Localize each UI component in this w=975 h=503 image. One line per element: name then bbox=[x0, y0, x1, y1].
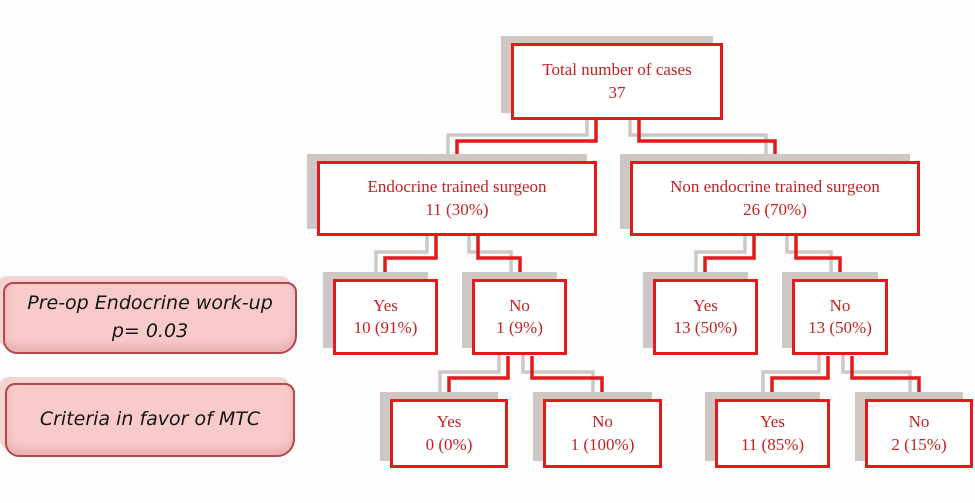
node-endocrine-surgeon: Endocrine trained surgeon 11 (30%) bbox=[317, 161, 597, 236]
node-endocrine-surgeon-label: Endocrine trained surgeon bbox=[367, 177, 547, 197]
node-endo-workup-no-label: No bbox=[509, 295, 530, 315]
row-label-preop-workup-text: Pre-op Endocrine work-up bbox=[27, 292, 273, 315]
node-nonendo-workup-no: No 13 (50%) bbox=[792, 279, 888, 355]
node-nonendo-criteria-no-label: No bbox=[908, 412, 930, 432]
node-endo-workup-yes-value: 10 (91%) bbox=[353, 318, 418, 337]
node-total-cases-label: Total number of cases bbox=[542, 60, 692, 80]
node-nonendo-workup-yes: Yes 13 (50%) bbox=[653, 279, 758, 355]
node-total-cases-value: 37 bbox=[608, 82, 626, 102]
node-nonendo-criteria-yes-value: 11 (85%) bbox=[740, 434, 805, 454]
node-endo-workup-yes-label: Yes bbox=[373, 295, 398, 315]
node-nonendo-workup-yes-value: 13 (50%) bbox=[673, 318, 738, 337]
node-non-endocrine-surgeon-value: 26 (70%) bbox=[743, 199, 807, 219]
node-endo-criteria-yes-value: 0 (0%) bbox=[425, 434, 473, 454]
node-non-endocrine-surgeon: Non endocrine trained surgeon 26 (70%) bbox=[630, 161, 920, 236]
node-nonendo-criteria-yes-label: Yes bbox=[760, 412, 785, 432]
node-endo-workup-no-value: 1 (9%) bbox=[496, 318, 543, 337]
node-endocrine-surgeon-value: 11 (30%) bbox=[425, 199, 489, 219]
node-endo-criteria-no-label: No bbox=[592, 412, 613, 432]
node-endo-workup-yes: Yes 10 (91%) bbox=[333, 279, 438, 355]
node-endo-criteria-no: No 1 (100%) bbox=[543, 399, 662, 468]
node-non-endocrine-surgeon-label: Non endocrine trained surgeon bbox=[670, 177, 880, 197]
node-total-cases: Total number of cases 37 bbox=[511, 43, 723, 120]
row-label-criteria-mtc-text: Criteria in favor of MTC bbox=[39, 408, 261, 431]
node-endo-criteria-yes-label: Yes bbox=[436, 412, 462, 432]
node-endo-workup-no: No 1 (9%) bbox=[472, 279, 567, 355]
node-endo-criteria-yes: Yes 0 (0%) bbox=[390, 399, 508, 468]
node-nonendo-criteria-no: No 2 (15%) bbox=[865, 399, 973, 468]
row-label-preop-workup: Pre-op Endocrine work-up p= 0.03 bbox=[3, 282, 297, 354]
node-nonendo-workup-yes-label: Yes bbox=[693, 295, 718, 315]
node-nonendo-workup-no-label: No bbox=[829, 295, 851, 315]
node-nonendo-criteria-yes: Yes 11 (85%) bbox=[715, 399, 830, 468]
row-label-criteria-mtc: Criteria in favor of MTC bbox=[5, 383, 295, 457]
row-label-preop-workup-pvalue: p= 0.03 bbox=[111, 320, 189, 342]
node-nonendo-workup-no-value: 13 (50%) bbox=[808, 318, 872, 337]
node-nonendo-criteria-no-value: 2 (15%) bbox=[891, 434, 947, 454]
node-endo-criteria-no-value: 1 (100%) bbox=[570, 434, 635, 454]
